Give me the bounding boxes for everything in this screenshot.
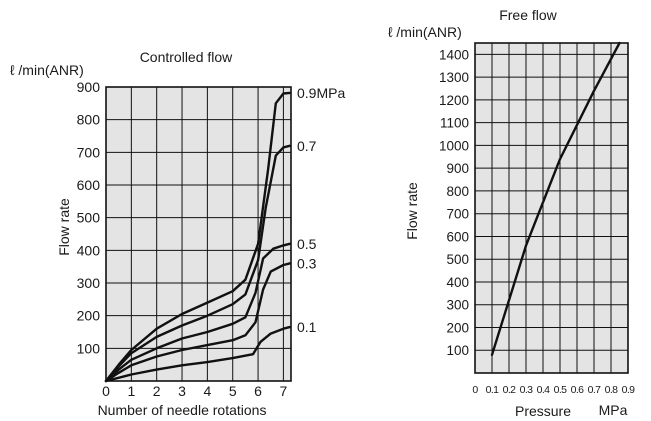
right-x-unit-label: MPa (599, 402, 628, 418)
right-y-tick-label: 800 (446, 184, 469, 199)
left-series-label: 0.7 (297, 138, 317, 154)
left-x-ticks: 0 1 2 3 4 5 6 7 (102, 383, 287, 399)
right-x-tick-label: 0.2 (503, 384, 517, 396)
left-y-tick-label: 600 (77, 177, 101, 193)
right-unit-label: ℓ /min(ANR) (388, 24, 462, 40)
left-y-ticks: 100 200 300 400 500 600 700 800 900 (77, 79, 101, 356)
left-y-axis-label: Flow rate (56, 198, 72, 256)
left-series-label: 0.9MPa (297, 85, 345, 101)
left-series-line (104, 144, 291, 383)
left-x-tick-label: 6 (254, 383, 262, 399)
left-plot-frame (105, 86, 292, 382)
left-series-line (104, 91, 291, 383)
right-plot-frame (474, 42, 629, 374)
right-x-tick-label: 0.8 (605, 384, 619, 396)
left-series-line (104, 242, 291, 383)
right-y-tick-label: 1100 (440, 116, 469, 131)
controlled-flow-chart: 100 200 300 400 500 600 700 800 900 0 1 2 3 4 5 6 7 0.9… (10, 49, 345, 418)
right-x-axis-label: Pressure (515, 403, 571, 419)
left-y-tick-label: 400 (77, 242, 101, 258)
right-y-tick-label: 1300 (439, 70, 469, 85)
left-chart-title: Controlled flow (140, 49, 233, 65)
left-series-label: 0.3 (297, 255, 317, 271)
right-x-tick-label: 0.1 (486, 384, 500, 396)
free-flow-chart: 100 200 300 400 500 600 700 800 900 1000 1100 1200 1… (388, 7, 636, 419)
left-x-tick-label: 7 (279, 383, 287, 399)
left-y-tick-label: 900 (77, 79, 101, 95)
left-x-tick-label: 1 (127, 383, 135, 399)
left-series-label: 0.5 (297, 236, 317, 252)
right-x-tick-label: 0.5 (554, 384, 568, 396)
right-y-tick-label: 500 (446, 252, 469, 267)
left-x-tick-label: 5 (229, 383, 237, 399)
left-x-tick-label: 4 (203, 383, 211, 399)
right-x-ticks: 0 0.1 0.2 0.3 0.4 0.5 0.6 0.7 0.8 0.9 (472, 384, 635, 396)
left-x-axis-label: Number of needle rotations (98, 402, 267, 418)
right-x-tick-label: 0 (472, 384, 478, 396)
right-y-ticks: 100 200 300 400 500 600 700 800 900 1000 1100 1200 1… (439, 47, 469, 358)
right-y-tick-label: 1000 (439, 138, 469, 153)
left-series-labels: 0.9MPa 0.7 0.5 0.3 0.1 (297, 85, 345, 335)
left-y-tick-label: 300 (77, 275, 101, 291)
right-y-tick-label: 1200 (439, 93, 469, 108)
left-y-tick-label: 100 (77, 340, 101, 356)
right-series-line (490, 41, 621, 356)
right-y-tick-label: 1400 (439, 47, 469, 62)
right-y-tick-label: 400 (446, 275, 469, 290)
left-x-tick-label: 0 (102, 383, 110, 399)
right-x-tick-label: 0.7 (588, 384, 602, 396)
left-series-line (104, 262, 291, 383)
left-y-tick-label: 800 (77, 112, 101, 128)
left-series-line (104, 325, 291, 383)
left-grid (106, 87, 291, 381)
left-series-label: 0.1 (297, 319, 317, 335)
right-y-tick-label: 100 (446, 343, 469, 358)
left-x-tick-label: 3 (178, 383, 186, 399)
right-x-tick-label: 0.9 (622, 384, 636, 396)
left-y-tick-label: 200 (77, 308, 101, 324)
right-x-tick-label: 0.6 (571, 384, 585, 396)
left-plot-area (106, 87, 291, 381)
left-x-tick-label: 2 (153, 383, 161, 399)
right-y-tick-label: 600 (446, 229, 469, 244)
left-y-tick-label: 500 (77, 210, 101, 226)
right-y-tick-label: 300 (446, 298, 469, 313)
left-series (104, 91, 291, 383)
right-x-tick-label: 0.3 (520, 384, 534, 396)
right-series (490, 41, 621, 356)
right-plot-area (475, 43, 628, 373)
right-chart-title: Free flow (499, 7, 557, 23)
right-y-tick-label: 200 (446, 320, 469, 335)
right-y-tick-label: 900 (446, 161, 469, 176)
left-y-tick-label: 700 (77, 144, 101, 160)
right-y-axis-label: Flow rate (404, 182, 420, 240)
left-unit-label: ℓ /min(ANR) (10, 62, 84, 78)
right-y-tick-label: 700 (446, 207, 469, 222)
right-x-tick-label: 0.4 (537, 384, 551, 396)
